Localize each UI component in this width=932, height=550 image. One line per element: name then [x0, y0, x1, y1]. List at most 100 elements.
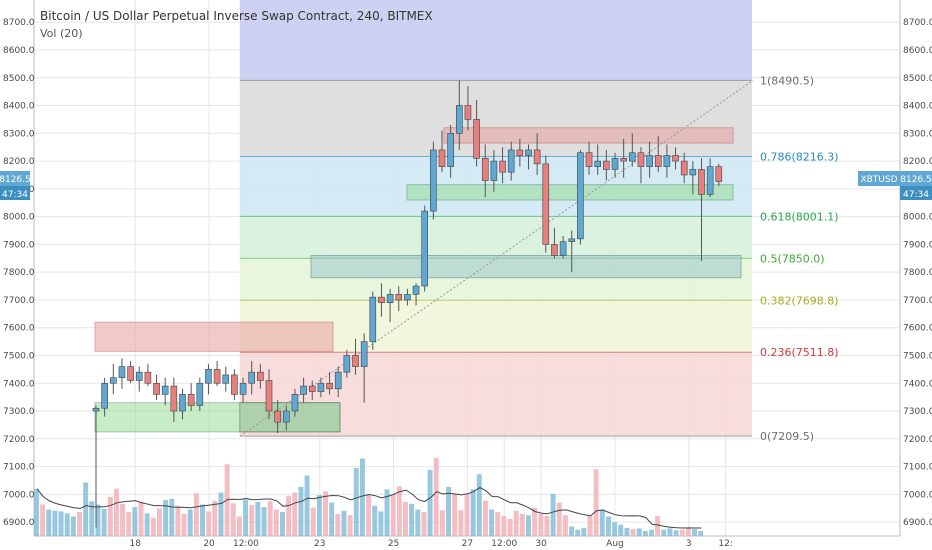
candle-body	[689, 169, 697, 176]
candle-body	[326, 382, 333, 390]
candle-body	[568, 238, 576, 242]
volume-bar	[329, 502, 335, 536]
candle-body	[628, 152, 636, 162]
candle-body	[481, 158, 489, 181]
x-tick-label: 23	[314, 539, 325, 549]
candle-body	[179, 394, 186, 412]
x-tick-label: 12:	[718, 539, 732, 549]
volume-bar	[538, 513, 544, 536]
fib-trend-line[interactable]	[239, 79, 754, 437]
candle-body	[412, 285, 420, 295]
volume-bar	[403, 501, 408, 536]
volume-bar	[372, 505, 378, 536]
volume-bar	[292, 492, 298, 536]
price-axis-right[interactable]: 6900.0 7000.0 7100.0 7200.0 7300.0 7400.0 7500…	[903, 18, 932, 528]
volume-bar	[470, 489, 476, 536]
fib-label: 0.5(7850.0)	[760, 252, 825, 265]
candle-body	[533, 149, 541, 165]
last-price-left: 8126.5	[0, 175, 31, 185]
candle-body	[646, 155, 653, 167]
volume-bar	[40, 504, 46, 536]
y-tick-label-right: 7600.0	[903, 324, 932, 334]
fib-extension-band	[239, 0, 753, 81]
candle-body	[672, 155, 679, 162]
candle-body	[577, 152, 584, 240]
candle-body	[706, 166, 714, 195]
y-tick-label-right: 6900.0	[903, 518, 932, 528]
volume-bar	[181, 513, 187, 536]
fib-label: 0.236(7511.8)	[760, 346, 839, 359]
volume-bar	[64, 513, 70, 536]
time-axis[interactable]: 18 20 12:00 23 25 27 12:00 30 Aug 3 12:	[130, 539, 733, 549]
fibonacci-retracement[interactable]	[239, 0, 753, 437]
last-price-badge-left	[0, 171, 30, 186]
fib-band	[239, 216, 753, 259]
volume-bar	[113, 488, 119, 536]
volume-bar	[396, 486, 402, 536]
volume-bar	[544, 515, 550, 536]
zone-resistance	[443, 127, 734, 144]
candle-body	[525, 149, 532, 156]
volume-bar	[77, 512, 82, 536]
volume-bar	[255, 501, 261, 536]
y-tick-label-left: 7200.0	[3, 435, 35, 445]
x-tick-label: 3	[686, 539, 692, 549]
candle-body	[421, 210, 429, 287]
candle-body	[317, 382, 325, 392]
volume-bar	[433, 457, 439, 536]
y-tick-label-right: 7800.0	[903, 268, 932, 278]
candle-body	[490, 160, 498, 181]
candle-body	[620, 158, 627, 162]
candle-body	[101, 382, 108, 409]
volume-bar	[482, 500, 488, 536]
volume-bar	[624, 527, 630, 536]
symbol-badge	[858, 171, 900, 186]
volume-bar	[587, 515, 593, 536]
price-axis-left[interactable]: 6900.0 7000.0 7100.0 7200.0 7300.0 7400.0 7500…	[3, 18, 35, 528]
volume-bar	[661, 529, 667, 536]
y-tick-label-left: 8200.0	[3, 157, 35, 167]
volume-bar	[366, 495, 372, 536]
y-tick-label-left: 7300.0	[3, 407, 35, 417]
volume-bar	[138, 501, 144, 536]
volume-bar	[507, 518, 513, 536]
zone-resistance	[94, 321, 334, 352]
volume-bar	[120, 503, 126, 536]
volume-bar	[175, 505, 181, 536]
countdown-badge-left	[0, 186, 30, 200]
candlestick-series	[92, 80, 723, 528]
y-tick-label-right: 7000.0	[903, 490, 932, 500]
volume-bar	[46, 509, 52, 536]
volume-bar	[642, 530, 648, 536]
candle-body	[585, 152, 593, 167]
trend-line	[239, 79, 754, 437]
volume-bar	[698, 530, 704, 536]
volume-indicator-label[interactable]: Vol (20)	[40, 27, 83, 40]
supply-demand-zones[interactable]	[94, 127, 742, 433]
volume-bar	[58, 511, 64, 536]
zone-support	[406, 184, 734, 201]
candle-body	[698, 169, 705, 195]
volume-bar	[34, 488, 39, 536]
volume-bar	[427, 469, 433, 536]
volume-bar	[593, 469, 599, 536]
volume-bar	[144, 513, 150, 536]
y-tick-label-left: 8300.0	[3, 129, 35, 139]
candle-body	[222, 374, 230, 384]
volume-bar	[630, 529, 636, 536]
volume-bar	[316, 495, 322, 536]
y-tick-label-left: 8500.0	[3, 74, 35, 84]
volume-bar	[489, 509, 495, 536]
fib-label: 0.786(8216.3)	[760, 151, 839, 164]
countdown-left: 47:34	[2, 190, 28, 200]
volume-bar	[101, 508, 107, 536]
volume-bar	[200, 504, 205, 536]
volume-bar	[249, 505, 255, 536]
candle-body	[637, 152, 645, 167]
y-tick-label-left: 7100.0	[3, 463, 35, 473]
fib-label: 1(8490.5)	[760, 74, 814, 87]
volume-bar	[261, 507, 267, 536]
candle-body	[343, 355, 351, 373]
candle-body	[654, 155, 662, 167]
